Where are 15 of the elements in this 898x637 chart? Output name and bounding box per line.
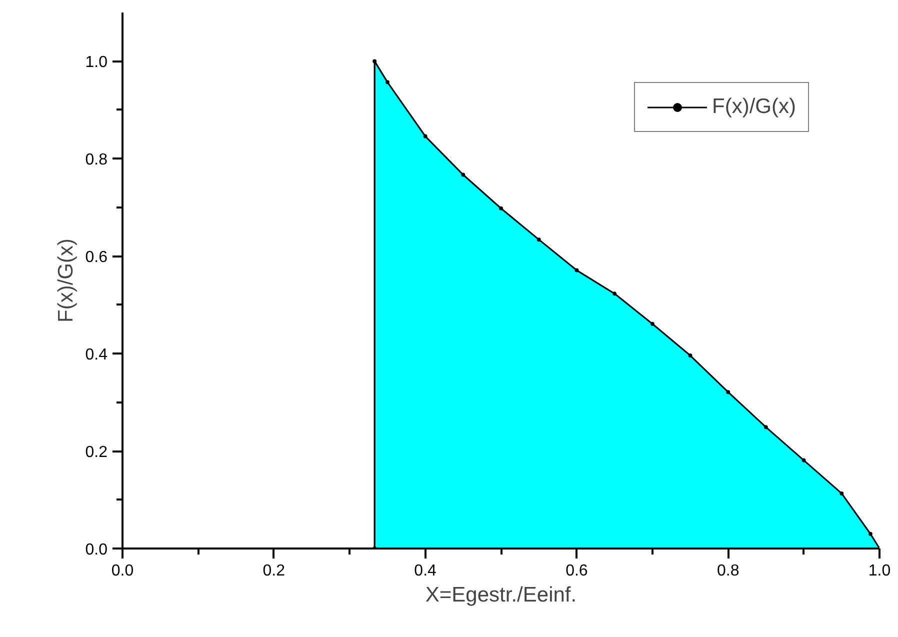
x-tick-label: 0.6 <box>566 562 588 580</box>
y-tick-label: 0.2 <box>85 444 108 462</box>
x-tick-label: 0.2 <box>262 562 286 580</box>
x-tick-label: 0.0 <box>111 562 134 580</box>
y-axis-title: F(x)/G(x) <box>54 238 78 322</box>
x-tick-label: 0.4 <box>414 562 437 580</box>
y-tick-label: 0.6 <box>85 249 108 266</box>
x-tick-label: 0.8 <box>716 562 740 580</box>
y-tick-label: 1.0 <box>85 54 108 72</box>
y-tick-label: 0.8 <box>85 152 108 169</box>
x-axis-title: X=Egestr./Eeinf. <box>425 584 577 606</box>
y-tick-label: 0.0 <box>85 542 108 558</box>
x-tick-label: 1.0 <box>868 562 891 580</box>
y-tick-label: 0.4 <box>85 346 108 364</box>
legend-label: F(x)/G(x) <box>712 95 796 119</box>
